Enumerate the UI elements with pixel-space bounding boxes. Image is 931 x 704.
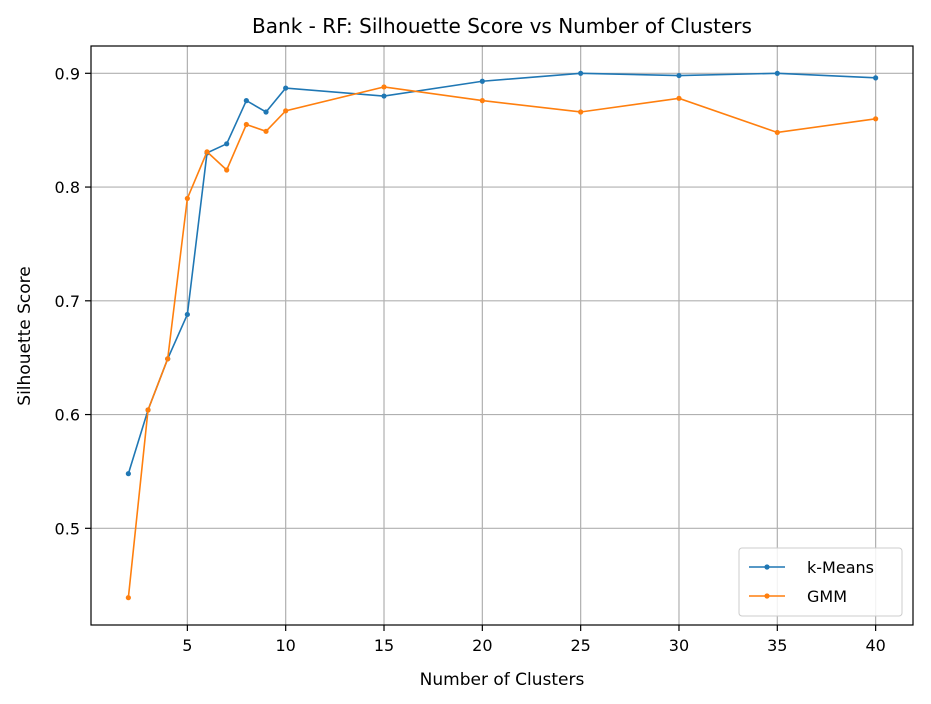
- data-point-gmm: [283, 108, 289, 114]
- plot-frame: [90, 45, 914, 626]
- chart-title: Bank - RF: Silhouette Score vs Number of…: [252, 14, 752, 38]
- legend: k-Means GMM: [738, 547, 903, 617]
- y-tick-label: 0.6: [55, 406, 80, 425]
- data-point-gmm: [774, 129, 780, 136]
- grid-layer: [91, 46, 913, 625]
- y-tick-label: 0.9: [55, 64, 80, 83]
- x-tick-label: 15: [374, 636, 394, 655]
- data-point-k-means: [243, 98, 249, 104]
- data-point-gmm: [204, 149, 210, 155]
- x-tick-label: 5: [182, 636, 192, 655]
- x-tick-label: 20: [472, 636, 492, 655]
- y-tick-label: 0.7: [55, 292, 80, 311]
- data-point-k-means: [873, 75, 879, 81]
- series-line-k-means: [127, 72, 876, 474]
- data-point-gmm: [676, 95, 682, 101]
- data-point-k-means: [224, 141, 230, 147]
- legend-marker-gmm: [764, 593, 770, 599]
- x-tick-label: 30: [669, 636, 689, 655]
- data-point-k-means: [381, 93, 387, 99]
- y-tick-label: 0.8: [55, 178, 80, 197]
- data-point-k-means: [125, 471, 131, 477]
- data-point-gmm: [578, 109, 584, 115]
- y-tick-label: 0.5: [55, 519, 80, 538]
- data-point-gmm: [125, 595, 131, 601]
- x-tick-label: 40: [865, 636, 885, 655]
- series-gmm: [125, 84, 879, 601]
- y-axis-title: Silhouette Score: [15, 266, 35, 405]
- legend-box: [738, 547, 903, 617]
- series-line-gmm: [127, 86, 876, 598]
- data-point-gmm: [873, 116, 879, 122]
- data-point-gmm: [263, 128, 269, 134]
- legend-label-k-means: k-Means: [807, 558, 874, 577]
- data-point-gmm: [479, 98, 485, 104]
- series-layer: [125, 70, 879, 601]
- data-point-k-means: [676, 72, 682, 79]
- data-point-gmm: [224, 167, 230, 173]
- x-tick-label: 10: [276, 636, 296, 655]
- data-point-gmm: [184, 195, 190, 202]
- data-point-k-means: [184, 311, 190, 318]
- data-point-gmm: [165, 356, 171, 362]
- data-point-k-means: [283, 85, 289, 91]
- legend-label-gmm: GMM: [807, 587, 847, 606]
- data-point-k-means: [263, 109, 269, 115]
- data-point-gmm: [243, 121, 249, 128]
- data-point-gmm: [145, 407, 151, 413]
- data-point-k-means: [774, 70, 780, 76]
- x-axis-title: Number of Clusters: [420, 670, 585, 690]
- data-point-gmm: [381, 84, 387, 90]
- x-tick-label: 25: [570, 636, 590, 655]
- data-point-k-means: [578, 70, 584, 76]
- data-point-k-means: [479, 78, 485, 84]
- series-k-means: [125, 70, 879, 477]
- legend-marker-k-means: [764, 564, 770, 570]
- x-tick-label: 35: [767, 636, 787, 655]
- ticks-layer: 5 10 15 20 25 30 35 40 0.5 0.6 0.7 0.8 0.9: [55, 64, 886, 655]
